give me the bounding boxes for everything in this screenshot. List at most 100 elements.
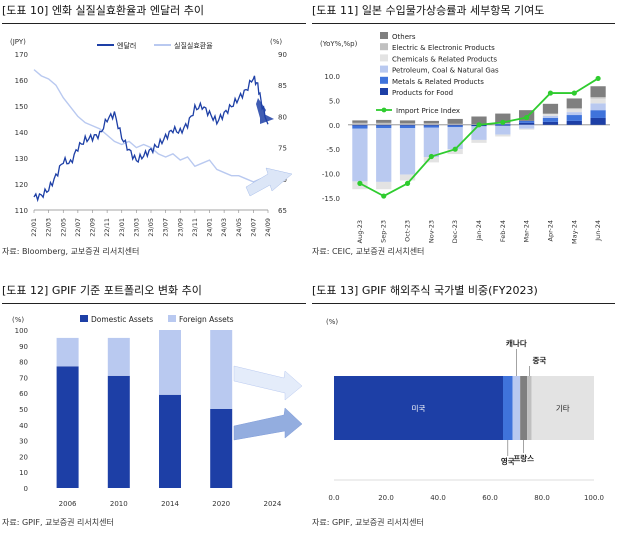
- line-marker: [357, 180, 363, 186]
- bar-segment: [566, 112, 582, 116]
- panel-title: [도표 10] 엔화 실질실효환율과 엔달러 추이: [2, 4, 204, 17]
- x-tick-label: Nov-23: [427, 220, 435, 243]
- y-tick-label-right: 65: [278, 207, 287, 215]
- y-axis-unit: (YoY%,%p): [320, 40, 358, 48]
- bar-segment: [471, 126, 487, 140]
- bar-segment: [519, 122, 535, 125]
- x-tick-label: 24/09: [264, 218, 272, 237]
- bar-segment: [471, 139, 487, 143]
- bar-segment: [376, 122, 392, 125]
- y-tick-label: 40: [19, 422, 28, 430]
- legend-label: Others: [392, 33, 416, 41]
- chart-gpif-portfolio: (%) 0 10 20 30 40 50 60 70 80 90 100 Domestic Assets…: [12, 315, 303, 508]
- y-tick-label: 0: [24, 485, 28, 493]
- arrow-reer: [245, 167, 293, 197]
- legend-label: Chemicals & Related Products: [392, 55, 497, 63]
- legend-swatch: [380, 65, 388, 73]
- bar-segment: [376, 125, 392, 129]
- x-tick-label: 22/01: [30, 218, 38, 237]
- segment-label: 프랑스: [513, 453, 534, 463]
- x-tick-label: Aug-23: [356, 220, 364, 243]
- bar-segment: [376, 124, 392, 126]
- panel-title: [도표 13] GPIF 해외주식 국가별 비중(FY2023): [312, 284, 538, 297]
- x-tick-label: 24/03: [220, 218, 228, 237]
- line-marker: [428, 153, 434, 160]
- x-tick-label: 60.0: [482, 494, 498, 502]
- source-note: 자료: GPIF, 교보증권 리서치센터: [2, 518, 114, 527]
- bar-segment: [495, 125, 511, 135]
- x-tick-label: Sep-23: [380, 220, 388, 243]
- bar-segment: [399, 125, 416, 129]
- segment-label: 캐나다: [506, 338, 527, 348]
- x-tick-label: May-24: [570, 220, 578, 244]
- segment-label: 미국: [412, 404, 426, 413]
- y-tick-label-left: 140: [15, 129, 28, 137]
- bar-segment: [590, 98, 606, 104]
- bar-segment: [376, 181, 392, 190]
- chart-import-price: (YoY%,%p) 10.0 5.0 0.0 -5.0 -10.0 -15.0 Others E…: [320, 32, 610, 244]
- y-tick-label: 70: [19, 374, 28, 382]
- x-tick-label: 23/09: [176, 218, 184, 237]
- x-tick-label: 24/01: [206, 218, 214, 237]
- x-tick-label: Dec-23: [451, 220, 459, 243]
- x-tick-label: 23/03: [132, 218, 140, 237]
- x-tick-label: 22/07: [74, 218, 82, 237]
- arrow-foreign: [233, 365, 303, 401]
- y-tick-label-left: 160: [15, 77, 28, 85]
- bar-segment: [512, 376, 521, 440]
- x-tick-label: 24/05: [235, 218, 243, 237]
- x-tick-label: 23/07: [162, 218, 170, 237]
- line-marker: [524, 114, 530, 121]
- x-tick-label: Apr-24: [546, 220, 554, 241]
- legend-label: Metals & Related Products: [392, 78, 484, 86]
- y-tick-label: 10: [19, 469, 28, 477]
- x-tick-label: Mar-24: [523, 220, 531, 242]
- panel-import-price: [도표 11] 일본 수입물가상승률과 세부항목 기여도 (YoY%,%p) 10…: [312, 0, 615, 262]
- bar-segment: [423, 123, 439, 125]
- y-axis-unit: (%): [12, 316, 24, 324]
- legend-swatch: [380, 43, 388, 51]
- y-tick-label-left: 130: [15, 155, 28, 163]
- bar-segment: [542, 103, 559, 114]
- x-tick-label: 80.0: [534, 494, 550, 502]
- y-tick-label-left: 170: [15, 51, 28, 59]
- legend-swatch-foreign: [168, 315, 176, 322]
- x-tick-label: 22/03: [45, 218, 53, 237]
- bar-domestic: [56, 366, 79, 488]
- y-tick-label-right: 80: [278, 113, 287, 121]
- bar-segment: [519, 120, 535, 123]
- y-tick-label: 80: [19, 359, 28, 367]
- y-axis-unit-right: (%): [270, 38, 282, 46]
- y-tick-label: 90: [19, 343, 28, 351]
- bar-domestic: [107, 375, 130, 488]
- title-rule: [2, 303, 306, 304]
- legend-swatch: [380, 32, 388, 39]
- bar-segment: [399, 128, 416, 175]
- y-tick-label: 30: [19, 438, 28, 446]
- bar-segment: [423, 120, 439, 124]
- x-tick-label: 0.0: [328, 494, 339, 502]
- bar-segment: [566, 108, 582, 110]
- legend-label-reer: 실질실효환율: [174, 41, 213, 50]
- bar-segment: [399, 124, 416, 126]
- bar-segment: [447, 118, 463, 124]
- x-tick-label: 2006: [59, 500, 77, 508]
- y-axis-unit: (%): [326, 318, 338, 326]
- line-marker: [500, 119, 506, 125]
- legend-label-foreign: Foreign Assets: [179, 315, 234, 324]
- bar-segment: [566, 120, 582, 125]
- x-tick-label: 2020: [212, 500, 230, 508]
- arrow-domestic: [233, 407, 303, 441]
- legend-swatch-marker: [381, 107, 387, 113]
- bar-segment: [447, 127, 463, 150]
- y-tick-label-right: 90: [278, 51, 287, 59]
- x-tick-label: 23/11: [191, 218, 199, 237]
- y-tick-label-right: 85: [278, 82, 287, 90]
- legend-label-domestic: Domestic Assets: [91, 315, 153, 324]
- bar-segment: [566, 98, 582, 109]
- bar-segment: [447, 124, 463, 126]
- bar-foreign: [56, 337, 79, 367]
- line-marker: [452, 146, 458, 152]
- title-rule: [2, 23, 306, 24]
